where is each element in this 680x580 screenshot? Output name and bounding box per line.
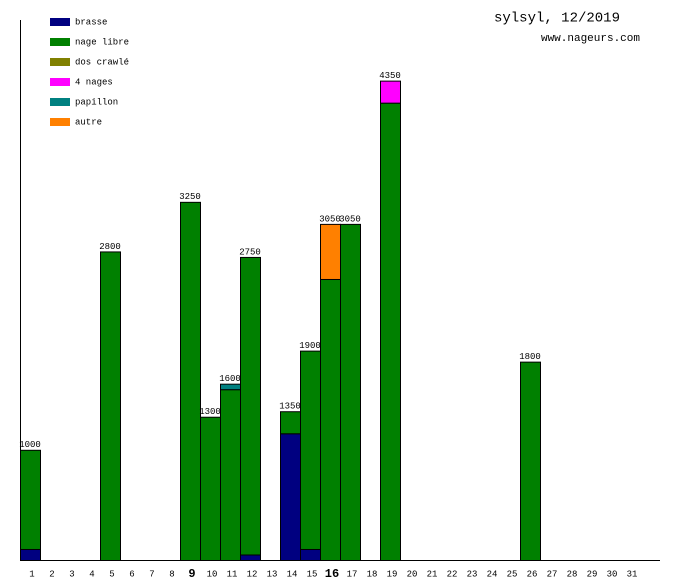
x-tick-label: 15 [307,569,318,579]
x-tick-label: 21 [427,569,438,579]
x-tick-label: 12 [247,569,258,579]
legend-swatch [50,18,70,26]
bar-segment [320,278,341,561]
x-tick-label: 22 [447,569,458,579]
x-tick-label: 29 [587,569,598,579]
x-tick-label: 1 [29,569,34,579]
total-label: 1800 [519,352,541,362]
x-tick-label: 13 [267,569,278,579]
bar-segment [280,433,301,562]
total-label: 1600 [219,374,241,384]
total-label: 3050 [339,214,361,224]
legend-label: 4 nages [75,77,113,87]
bar-segment [240,554,261,562]
total-label: 2750 [239,247,261,257]
x-tick-label: 25 [507,569,518,579]
bar-segment [220,383,241,391]
bar-segment [100,251,121,562]
total-label: 1900 [299,341,321,351]
bar-segment [380,102,401,561]
x-tick-label: 5 [109,569,114,579]
total-label: 1000 [19,440,41,450]
x-tick-label: 18 [367,569,378,579]
legend-label: autre [75,117,102,127]
x-tick-label: 17 [347,569,358,579]
x-tick-label: 8 [169,569,174,579]
x-tick-label: 6 [129,569,134,579]
legend-swatch [50,98,70,106]
x-tick-label: 23 [467,569,478,579]
legend-swatch [50,118,70,126]
total-label: 4350 [379,71,401,81]
chart-subtitle: www.nageurs.com [541,33,640,45]
x-tick-label: 28 [567,569,578,579]
total-label: 2800 [99,242,121,252]
x-tick-label: 31 [627,569,638,579]
total-label: 1300 [199,407,221,417]
x-tick-label: 27 [547,569,558,579]
legend-label: brasse [75,17,107,27]
x-tick-label: 2 [49,569,54,579]
x-tick-label: 4 [89,569,94,579]
total-label: 1350 [279,402,301,412]
x-tick-label: 30 [607,569,618,579]
x-tick-label: 9 [188,567,195,580]
bar-segment [300,548,321,562]
legend-swatch [50,58,70,66]
x-tick-label: 26 [527,569,538,579]
x-tick-label: 11 [227,569,238,579]
bar-segment [20,449,41,550]
bar-segment [300,350,321,550]
x-tick-label: 10 [207,569,218,579]
legend-label: dos crawlé [75,57,129,67]
bar-segment [320,223,341,280]
legend-label: nage libre [75,37,129,47]
x-tick-label: 20 [407,569,418,579]
bar-segment [280,411,301,435]
bar-segment [220,389,241,562]
bar-segment [20,548,41,562]
x-tick-label: 3 [69,569,74,579]
legend-swatch [50,78,70,86]
total-label: 3250 [179,192,201,202]
bar-segment [240,256,261,556]
bar-segment [520,361,541,561]
legend-label: papillon [75,97,118,107]
chart-title: sylsyl, 12/2019 [494,11,620,27]
x-tick-label: 14 [287,569,298,579]
bar-segment [340,223,361,561]
legend-swatch [50,38,70,46]
bar-segment [180,201,201,561]
x-tick-label: 7 [149,569,154,579]
bar-segment [380,80,401,104]
x-tick-label: 24 [487,569,498,579]
x-tick-label: 19 [387,569,398,579]
bar-segment [200,416,221,561]
x-tick-label: 16 [325,567,339,580]
total-label: 3050 [319,214,341,224]
